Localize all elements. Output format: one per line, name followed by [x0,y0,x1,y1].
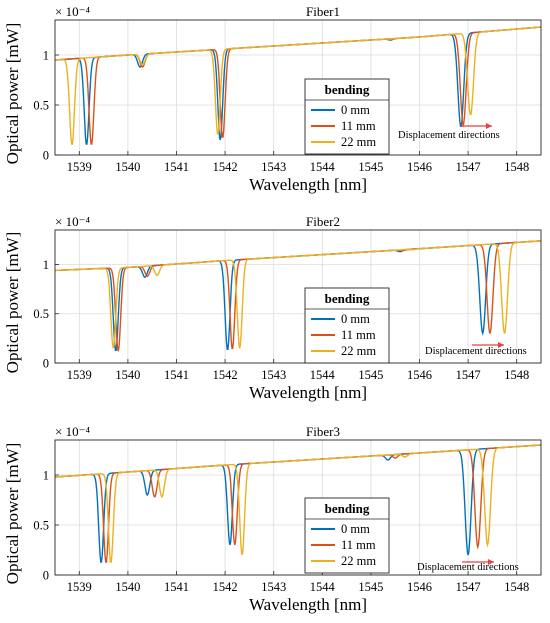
y-tick-label: 1 [43,469,49,483]
y-tick-label: 0.5 [33,307,49,321]
y-axis-label: Optical power [mW] [3,23,22,165]
x-tick-label: 1545 [358,580,383,594]
legend-box [304,78,390,155]
x-tick-label: 1541 [164,160,189,174]
chart-title: Fiber2 [306,214,340,229]
x-tick-label: 1540 [115,160,140,174]
x-tick-label: 1547 [456,160,481,174]
x-axis-label: Wavelength [nm] [249,175,367,194]
series-group [55,240,541,352]
legend-entry: 11 mm [341,538,376,552]
x-tick-label: 1542 [213,580,238,594]
x-tick-label: 1544 [310,368,336,382]
x-tick-label: 1543 [261,160,286,174]
legend: bending 0 mm 11 mm 22 mm [304,78,390,155]
legend-entry: 0 mm [341,103,370,117]
plot-area [55,440,541,575]
chart-panel-3: 1539 1540 1541 1542 1543 1544 1545 1546 1547 1548… [3,424,542,614]
axis-frame [54,19,542,156]
x-tick-label: 1546 [407,160,432,174]
y-tick-label: 0 [43,569,49,583]
series-group [55,26,541,145]
series-group [55,444,541,563]
y-tick-label: 1 [43,49,49,63]
x-tick-label: 1545 [358,160,383,174]
x-tick-label: 1548 [504,368,529,382]
series-line-22mm [55,240,541,349]
y-tick-label: 0 [43,149,49,163]
x-tick-label: 1541 [164,368,189,382]
legend-entry: 11 mm [341,328,376,342]
legend-entry: 11 mm [341,119,376,133]
x-tick-label: 1544 [310,160,336,174]
x-tick-label: 1543 [261,580,286,594]
x-tick-label: 1543 [261,368,286,382]
displacement-arrow-head [498,342,504,348]
x-tick-label: 1547 [456,368,481,382]
legend-title: bending [325,82,370,97]
x-tick-label: 1539 [67,580,92,594]
x-axis-label: Wavelength [nm] [249,383,367,402]
x-tick-label: 1546 [407,580,432,594]
x-tick-label: 1545 [358,368,383,382]
chart-title: Fiber1 [306,4,340,19]
annotation-text: Displacement directions [398,130,500,141]
legend-entry: 22 mm [341,344,376,358]
y-exponent-label: × 10⁻⁴ [55,424,90,439]
y-tick-label: 1 [43,258,49,272]
x-tick-label: 1542 [213,160,238,174]
y-tick-label: 0 [43,357,49,371]
x-tick-label: 1548 [504,160,529,174]
annotation-text: Displacement directions [425,346,527,357]
y-axis-label: Optical power [mW] [3,232,22,374]
legend-entry: 22 mm [341,554,376,568]
chart-panel-2: 1539 1540 1541 1542 1543 1544 1545 1546 1547 1548… [3,214,542,402]
x-tick-label: 1540 [115,580,140,594]
x-tick-label: 1548 [504,580,529,594]
displacement-arrow-head [486,123,492,129]
x-tick-label: 1540 [115,368,140,382]
legend: bending 0 mm 11 mm 22 mm [304,497,390,574]
y-exponent-label: × 10⁻⁴ [55,4,90,19]
axis-frame [54,229,542,364]
plot-area [55,230,541,363]
x-tick-label: 1542 [213,368,238,382]
x-axis-label: Wavelength [nm] [249,595,367,614]
y-exponent-label: × 10⁻⁴ [55,214,90,229]
chart-title: Fiber3 [306,424,340,439]
annotation-text: Displacement directions [417,562,519,573]
legend-entry: 22 mm [341,135,376,149]
series-line-22mm [55,444,541,563]
x-tick-label: 1539 [67,160,92,174]
y-axis-label: Optical power [mW] [3,443,22,585]
x-tick-label: 1546 [407,368,432,382]
x-tick-label: 1544 [310,580,336,594]
x-tick-label: 1547 [456,580,481,594]
series-line-22mm [55,26,541,145]
axis-frame [54,439,542,576]
chart-panel-1: 1539 1540 1541 1542 1543 1544 1545 1546 1547 1548… [3,4,542,194]
x-tick-label: 1539 [67,368,92,382]
displacement-arrow-head [488,559,494,565]
legend-title: bending [325,501,370,516]
legend-entry: 0 mm [341,522,370,536]
y-tick-label: 0.5 [33,99,49,113]
legend-entry: 0 mm [341,312,370,326]
y-tick-label: 0.5 [33,519,49,533]
legend: bending 0 mm 11 mm 22 mm [304,287,390,364]
legend-title: bending [325,291,370,306]
x-tick-label: 1541 [164,580,189,594]
